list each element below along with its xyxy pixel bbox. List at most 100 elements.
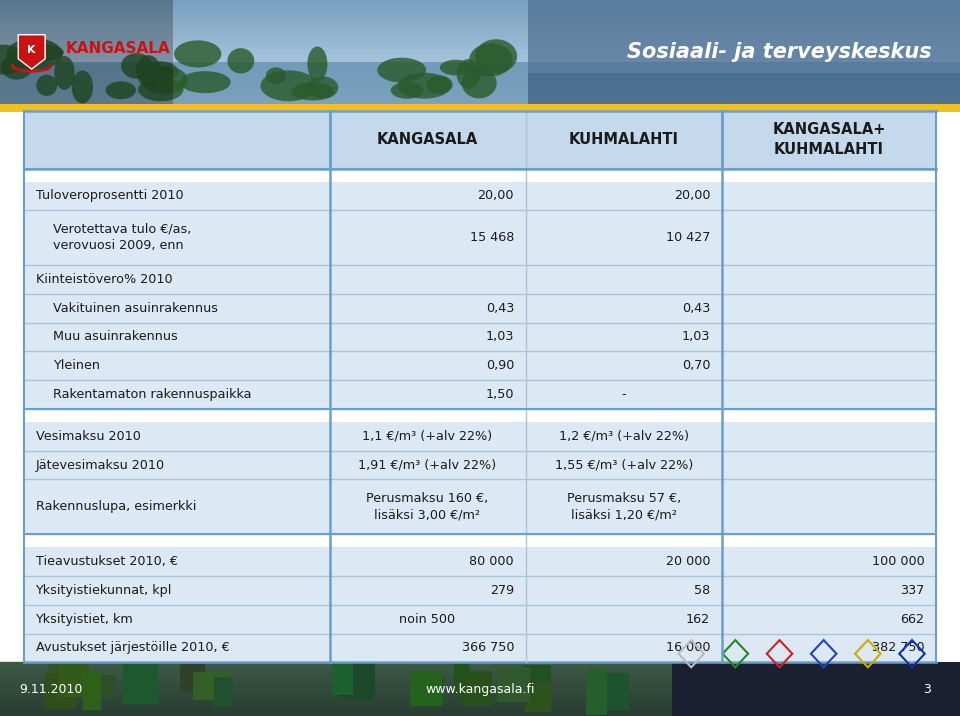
- Text: 9.11.2010: 9.11.2010: [19, 682, 83, 696]
- Text: 3: 3: [924, 682, 931, 696]
- Bar: [0, 6, 960, 8]
- Bar: [0, 14, 960, 16]
- Bar: [0, 87, 960, 90]
- Text: 0,43: 0,43: [682, 301, 710, 315]
- Bar: [0, 694, 672, 696]
- Bar: [526, 182, 722, 211]
- Bar: [0, 3, 960, 5]
- Text: noin 500: noin 500: [399, 613, 456, 626]
- Bar: [0, 93, 960, 95]
- Bar: [722, 294, 936, 323]
- Bar: [0, 60, 960, 62]
- Bar: [0, 69, 960, 72]
- Bar: [0, 95, 960, 97]
- Bar: [0, 24, 960, 26]
- Bar: [0, 699, 672, 701]
- Bar: [722, 547, 936, 576]
- Text: Vesimaksu 2010: Vesimaksu 2010: [36, 430, 140, 442]
- Bar: [329, 265, 525, 294]
- Bar: [526, 480, 722, 534]
- Bar: [0, 668, 672, 670]
- Bar: [0, 21, 960, 24]
- Bar: [0, 62, 960, 64]
- Ellipse shape: [292, 82, 334, 100]
- Bar: [0, 672, 672, 674]
- Text: 1,03: 1,03: [682, 331, 710, 344]
- Bar: [722, 422, 936, 450]
- Bar: [0, 59, 960, 61]
- Text: 662: 662: [900, 613, 924, 626]
- Bar: [0, 33, 960, 35]
- Bar: [0, 102, 960, 104]
- Bar: [0, 23, 960, 24]
- Bar: [329, 323, 525, 352]
- Bar: [0, 667, 672, 669]
- Text: Jätevesimaksu 2010: Jätevesimaksu 2010: [36, 458, 165, 472]
- Bar: [329, 422, 525, 450]
- Text: Rakentamaton rakennuspaikka: Rakentamaton rakennuspaikka: [53, 388, 252, 401]
- Bar: [526, 576, 722, 605]
- Bar: [0, 42, 960, 44]
- Bar: [722, 605, 936, 634]
- Text: 1,55 €/m³ (+alv 22%): 1,55 €/m³ (+alv 22%): [555, 458, 693, 472]
- Text: 20,00: 20,00: [477, 190, 514, 203]
- Bar: [0, 711, 672, 713]
- Polygon shape: [18, 34, 45, 69]
- Bar: [0, 19, 960, 21]
- Text: 366 750: 366 750: [462, 642, 514, 654]
- Bar: [0, 0, 960, 1]
- Ellipse shape: [377, 58, 426, 82]
- Bar: [0, 692, 672, 695]
- Bar: [0, 12, 960, 14]
- Bar: [24, 380, 329, 409]
- Bar: [338, 654, 374, 700]
- Text: 0,70: 0,70: [682, 359, 710, 372]
- Bar: [123, 662, 158, 704]
- Bar: [329, 605, 525, 634]
- Bar: [0, 71, 960, 72]
- Ellipse shape: [121, 53, 153, 79]
- Ellipse shape: [426, 75, 452, 94]
- Text: Rakennuslupa, esimerkki: Rakennuslupa, esimerkki: [36, 500, 196, 513]
- Text: 20,00: 20,00: [674, 190, 710, 203]
- Bar: [526, 450, 722, 480]
- Bar: [0, 16, 960, 18]
- Bar: [0, 7, 960, 9]
- Ellipse shape: [72, 70, 93, 103]
- Bar: [0, 0, 173, 104]
- Bar: [523, 665, 551, 695]
- Bar: [463, 671, 492, 705]
- Text: Yksityistiet, km: Yksityistiet, km: [36, 613, 133, 626]
- Bar: [410, 672, 442, 706]
- Ellipse shape: [260, 70, 317, 101]
- Bar: [0, 100, 960, 101]
- Text: KANGASALA: KANGASALA: [377, 132, 478, 147]
- Bar: [0, 63, 960, 65]
- Text: 1,1 €/m³ (+alv 22%): 1,1 €/m³ (+alv 22%): [363, 430, 492, 442]
- Bar: [528, 0, 960, 72]
- Bar: [0, 104, 960, 112]
- Text: 1,91 €/m³ (+alv 22%): 1,91 €/m³ (+alv 22%): [358, 458, 496, 472]
- Bar: [722, 634, 936, 662]
- Bar: [0, 25, 960, 27]
- Bar: [722, 480, 936, 534]
- Ellipse shape: [138, 77, 183, 101]
- Bar: [0, 49, 960, 51]
- Bar: [0, 11, 960, 13]
- Ellipse shape: [0, 44, 26, 74]
- Bar: [0, 677, 672, 679]
- Text: 0,90: 0,90: [486, 359, 514, 372]
- Bar: [24, 480, 329, 534]
- Bar: [722, 265, 936, 294]
- Ellipse shape: [391, 82, 423, 99]
- Bar: [0, 39, 960, 42]
- Bar: [0, 38, 960, 40]
- Bar: [24, 352, 329, 380]
- Bar: [329, 352, 525, 380]
- Bar: [0, 74, 960, 77]
- Bar: [0, 671, 672, 673]
- Bar: [329, 111, 525, 168]
- Bar: [329, 634, 525, 662]
- Text: 58: 58: [694, 584, 710, 597]
- Text: 382 750: 382 750: [872, 642, 924, 654]
